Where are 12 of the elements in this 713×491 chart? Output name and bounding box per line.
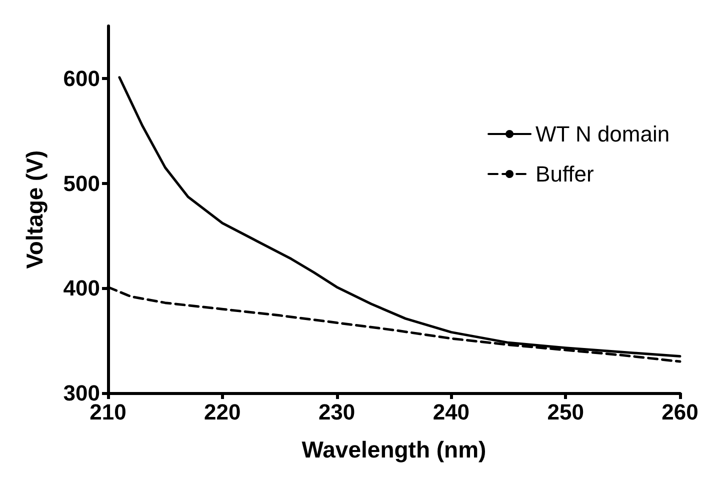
y-tick-label: 600 [63,66,100,91]
x-tick-label: 230 [318,400,356,424]
x-tick-label: 220 [204,400,241,424]
y-axis-title: Voltage (V) [22,150,48,269]
x-tick-label: 240 [432,400,470,424]
y-tick-label: 500 [63,170,100,196]
x-tick-label: 260 [662,400,698,424]
legend-label: WT N domain [536,122,670,146]
x-axis-title: Wavelength (nm) [302,436,486,462]
x-tick-label: 250 [547,400,584,424]
legend-label: Buffer [536,162,594,186]
y-tick-label: 400 [63,276,100,301]
